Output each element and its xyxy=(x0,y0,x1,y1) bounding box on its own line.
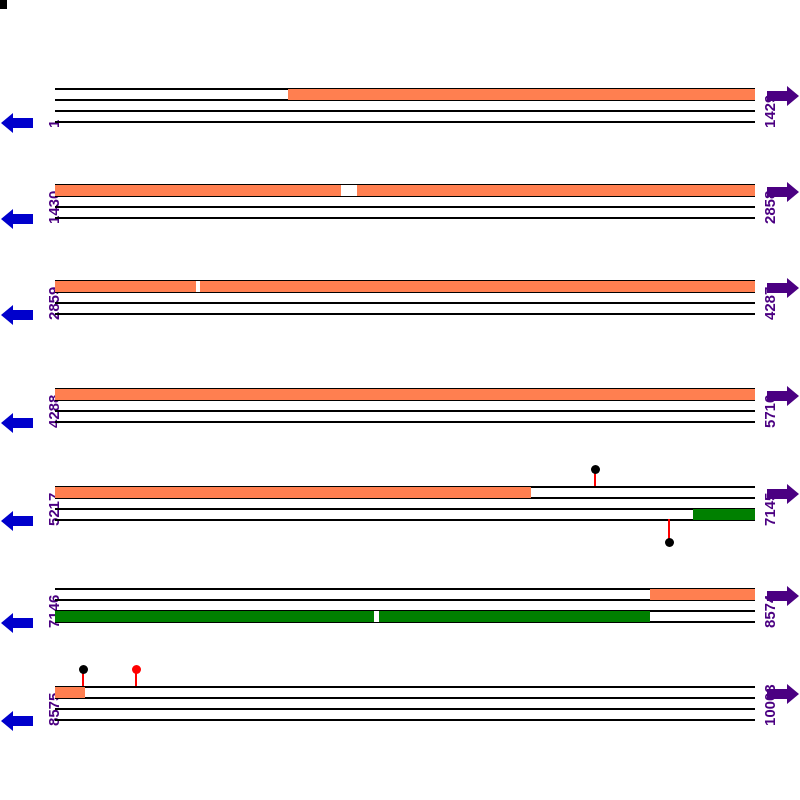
arrow-right-icon[interactable] xyxy=(766,179,800,205)
arrow-left-icon[interactable] xyxy=(0,302,34,328)
sequence-track xyxy=(55,272,755,322)
corner-artifact xyxy=(0,0,7,9)
arrow-right-icon[interactable] xyxy=(766,481,800,507)
feature-bar-orange[interactable] xyxy=(650,589,755,600)
frame-rule-2 xyxy=(55,195,755,197)
sequence-track xyxy=(55,80,755,130)
sequence-track xyxy=(55,176,755,226)
frame-rule-2 xyxy=(55,599,755,601)
marker-pin-head xyxy=(590,465,600,474)
genome-row: 1 1429 xyxy=(0,80,800,176)
arrow-left-icon[interactable] xyxy=(0,410,34,436)
arrow-right-icon[interactable] xyxy=(766,83,800,109)
sequence-track xyxy=(55,380,755,430)
feature-bar-orange[interactable] xyxy=(55,687,85,698)
frame-rule-4 xyxy=(55,519,755,521)
frame-rule-4 xyxy=(55,719,755,721)
frame-rule-4 xyxy=(55,217,755,219)
frame-rule-2 xyxy=(55,399,755,401)
genome-row: 42885716 xyxy=(0,380,800,476)
marker-pin-head xyxy=(78,665,88,674)
coordinate-label-end: 5716 xyxy=(762,394,779,428)
arrow-right-icon[interactable] xyxy=(766,383,800,409)
frame-rule-2 xyxy=(55,291,755,293)
coordinate-label-end: 2858 xyxy=(762,190,779,224)
sequence-track xyxy=(55,478,755,528)
feature-gap xyxy=(374,611,379,622)
frame-rule-4 xyxy=(55,121,755,123)
feature-bar-green[interactable] xyxy=(55,611,650,622)
frame-rule-2 xyxy=(55,697,755,699)
frame-rule-3 xyxy=(55,410,755,412)
marker-pin-stem xyxy=(594,472,596,486)
frame-rule-3 xyxy=(55,508,755,510)
frame-rule-3 xyxy=(55,708,755,710)
sequence-track xyxy=(55,678,755,728)
arrow-left-icon[interactable] xyxy=(0,110,34,136)
coordinate-label-end: 4287 xyxy=(762,286,779,320)
genome-row: 28594287 xyxy=(0,272,800,368)
genome-row: 52177145 xyxy=(0,465,800,574)
feature-bar-orange[interactable] xyxy=(55,185,755,196)
frame-rule-4 xyxy=(55,421,755,423)
arrow-left-icon[interactable] xyxy=(0,206,34,232)
feature-bar-orange[interactable] xyxy=(288,89,755,100)
feature-gap xyxy=(196,281,200,292)
frame-rule-1 xyxy=(55,686,755,688)
genome-row: 14302858 xyxy=(0,176,800,272)
feature-bar-orange[interactable] xyxy=(55,389,755,400)
coordinate-label-end: 8574 xyxy=(762,594,779,628)
feature-bar-green[interactable] xyxy=(693,509,755,520)
marker-pin-stem xyxy=(82,672,84,686)
marker-pin-head xyxy=(131,665,141,674)
frame-rule-3 xyxy=(55,302,755,304)
frame-rule-4 xyxy=(55,313,755,315)
frame-rule-4 xyxy=(55,621,755,623)
coordinate-label-end: 7145 xyxy=(762,492,779,526)
genome-row: 857510003 xyxy=(0,665,800,774)
arrow-left-icon[interactable] xyxy=(0,610,34,636)
arrow-left-icon[interactable] xyxy=(0,708,34,734)
marker-pin-stem xyxy=(135,672,137,686)
coordinate-label-end: 10003 xyxy=(762,684,779,726)
feature-bar-orange[interactable] xyxy=(55,281,755,292)
arrow-right-icon[interactable] xyxy=(766,681,800,707)
arrow-left-icon[interactable] xyxy=(0,508,34,534)
genome-row: 71468574 xyxy=(0,580,800,676)
frame-rule-1 xyxy=(55,588,755,590)
frame-rule-3 xyxy=(55,110,755,112)
arrow-right-icon[interactable] xyxy=(766,583,800,609)
marker-pin-head xyxy=(664,538,674,547)
feature-gap xyxy=(341,185,357,196)
feature-bar-orange[interactable] xyxy=(55,487,531,498)
frame-rule-3 xyxy=(55,206,755,208)
frame-rule-2 xyxy=(55,99,755,101)
arrow-right-icon[interactable] xyxy=(766,275,800,301)
sequence-track xyxy=(55,580,755,630)
frame-rule-2 xyxy=(55,497,755,499)
coordinate-label-end: 1429 xyxy=(762,94,779,128)
marker-pin-stem xyxy=(668,519,670,540)
